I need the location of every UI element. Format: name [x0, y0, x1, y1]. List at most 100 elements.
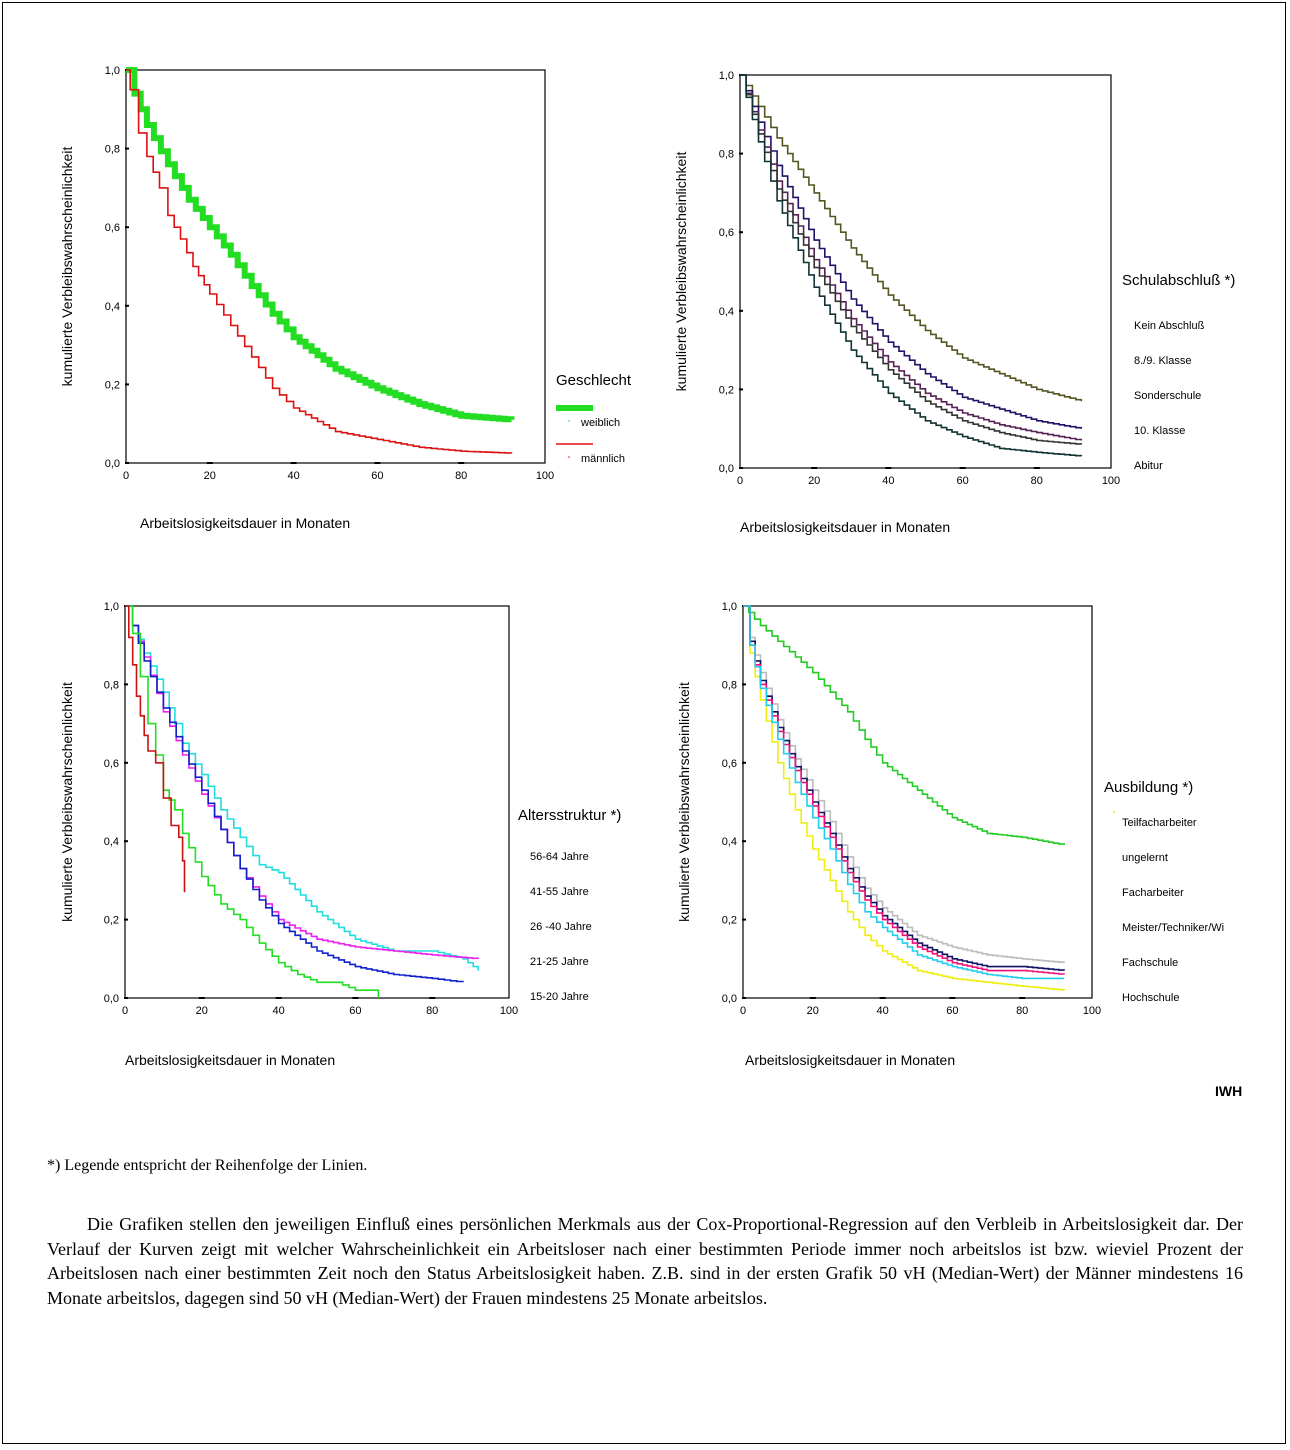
- legend-dot: [568, 420, 570, 422]
- series-line-10-klasse: [740, 74, 1083, 445]
- x-tick-label: 20: [196, 1005, 208, 1017]
- x-tick-label: 80: [1016, 1005, 1028, 1017]
- y-tick-label: 0,2: [722, 915, 737, 927]
- x-tick-label: 0: [123, 470, 129, 482]
- chart-1: 0,0 0,2 0,4 0,6 0,8 1,0 0 20 40 60 80 100 kumulierte…: [59, 65, 632, 531]
- chart-3: 0,0 0,2 0,4 0,6 0,8 1,0 0 20 40 60 80 100 kumulierte…: [59, 601, 621, 1068]
- legend-item: Facharbeiter: [1122, 887, 1184, 899]
- x-tick-label: 0: [122, 1005, 128, 1017]
- y-tick-label: 0,8: [719, 149, 734, 161]
- x-tick-label: 40: [287, 470, 299, 482]
- footnote: *) Legende entspricht der Reihenfolge de…: [47, 1157, 368, 1174]
- legend-item: weiblich: [580, 417, 620, 429]
- x-tick-label: 20: [807, 1005, 819, 1017]
- chart-2: 0,0 0,2 0,4 0,6 0,8 1,0 0 20 40 60 80 100 kumulierte…: [673, 70, 1235, 535]
- legend-title: Ausbildung *): [1104, 779, 1193, 796]
- series-line-abitur: [740, 74, 1083, 457]
- x-axis-label: Arbeitslosigkeitsdauer in Monaten: [740, 519, 950, 535]
- y-tick-label: 0,6: [105, 222, 120, 234]
- y-tick-label: 0,2: [719, 384, 734, 396]
- series-line-56-64-jahre: [125, 605, 480, 971]
- legend-title: Altersstruktur *): [518, 807, 621, 824]
- y-tick-label: 0,4: [105, 301, 120, 313]
- y-tick-label: 1,0: [104, 601, 119, 613]
- y-tick-label: 0,2: [104, 915, 119, 927]
- plot-frame: [125, 69, 546, 464]
- x-tick-label: 40: [882, 475, 894, 487]
- y-tick-label: 0,2: [105, 379, 120, 391]
- y-axis-label: kumulierte Verbleibswahrscheinlichkeit: [59, 682, 75, 922]
- y-tick-label: 0,4: [104, 836, 119, 848]
- x-tick-label: 60: [349, 1005, 361, 1017]
- y-tick-label: 1,0: [722, 601, 737, 613]
- plot-frame: [124, 605, 510, 999]
- legend-title: Schulabschluß *): [1122, 272, 1235, 289]
- series-line-hochschule: [743, 605, 1065, 980]
- x-tick-label: 100: [1083, 1005, 1101, 1017]
- legend-item: 21-25 Jahre: [530, 956, 589, 968]
- legend-title: Geschlecht: [556, 372, 632, 389]
- x-tick-label: 40: [876, 1005, 888, 1017]
- legend-item: 8./9. Klasse: [1134, 355, 1191, 367]
- x-axis-label: Arbeitslosigkeitsdauer in Monaten: [140, 515, 350, 531]
- legend-item: 26 -40 Jahre: [530, 921, 592, 933]
- legend-item: männlich: [581, 453, 625, 465]
- legend-dot: [568, 456, 570, 458]
- y-tick-label: 0,4: [722, 836, 737, 848]
- y-tick-label: 0,0: [722, 993, 737, 1005]
- legend-item: 15-20 Jahre: [530, 991, 589, 1003]
- x-tick-label: 20: [204, 470, 216, 482]
- y-tick-label: 0,6: [719, 227, 734, 239]
- legend-item: 41-55 Jahre: [530, 886, 589, 898]
- plot-frame: [742, 605, 1093, 999]
- series-line-teilfacharbeiter: [743, 605, 1065, 991]
- series-line-kein-abschlu-: [740, 74, 1083, 402]
- y-tick-label: 0,4: [719, 306, 734, 318]
- series-line-26-40-jahre: [125, 605, 464, 983]
- y-tick-label: 0,6: [104, 758, 119, 770]
- y-tick-label: 0,8: [105, 144, 120, 156]
- legend-item: Fachschule: [1122, 957, 1178, 969]
- x-axis-label: Arbeitslosigkeitsdauer in Monaten: [125, 1052, 335, 1068]
- legend-dot: [1113, 811, 1115, 813]
- series-line-8-9-klasse: [740, 74, 1083, 429]
- legend-item: Kein Abschluß: [1134, 320, 1205, 332]
- legend-item: Sonderschule: [1134, 390, 1201, 402]
- y-axis-label: kumulierte Verbleibswahrscheinlichkeit: [676, 682, 692, 922]
- series-line-facharbeiter: [743, 605, 1065, 963]
- legend-item: Meister/Techniker/Wi: [1122, 922, 1224, 934]
- series-line-ungelernt: [743, 605, 1065, 846]
- x-tick-label: 80: [455, 470, 467, 482]
- x-axis-label: Arbeitslosigkeitsdauer in Monaten: [745, 1052, 955, 1068]
- y-tick-label: 0,8: [104, 679, 119, 691]
- legend-item: Hochschule: [1122, 992, 1179, 1004]
- iwh-logo: IWH: [1215, 1083, 1243, 1099]
- y-axis-label: kumulierte Verbleibswahrscheinlichkeit: [59, 147, 75, 387]
- x-tick-label: 40: [272, 1005, 284, 1017]
- y-tick-label: 0,0: [719, 463, 734, 475]
- x-tick-label: 60: [956, 475, 968, 487]
- series-line-fachschule: [743, 605, 1065, 975]
- y-tick-label: 1,0: [719, 70, 734, 82]
- x-tick-label: 60: [371, 470, 383, 482]
- x-tick-label: 0: [737, 475, 743, 487]
- series-line-meister-techniker-wi: [743, 605, 1065, 971]
- x-tick-label: 100: [500, 1005, 518, 1017]
- x-tick-label: 20: [808, 475, 820, 487]
- legend-item: Teilfacharbeiter: [1122, 817, 1197, 829]
- y-tick-label: 0,8: [722, 679, 737, 691]
- series-line-15-20-jahre: [125, 605, 186, 893]
- description-paragraph: Die Grafiken stellen den jeweiligen Einf…: [47, 1214, 1243, 1308]
- y-tick-label: 0,0: [105, 458, 120, 470]
- series-line-21-25-jahre: [125, 605, 380, 998]
- x-tick-label: 80: [426, 1005, 438, 1017]
- x-tick-label: 100: [536, 470, 554, 482]
- x-tick-label: 100: [1102, 475, 1120, 487]
- y-tick-label: 0,0: [104, 993, 119, 1005]
- y-tick-label: 0,6: [722, 758, 737, 770]
- x-tick-label: 0: [740, 1005, 746, 1017]
- legend-item: 10. Klasse: [1134, 425, 1185, 437]
- y-axis-label: kumulierte Verbleibswahrscheinlichkeit: [673, 152, 689, 392]
